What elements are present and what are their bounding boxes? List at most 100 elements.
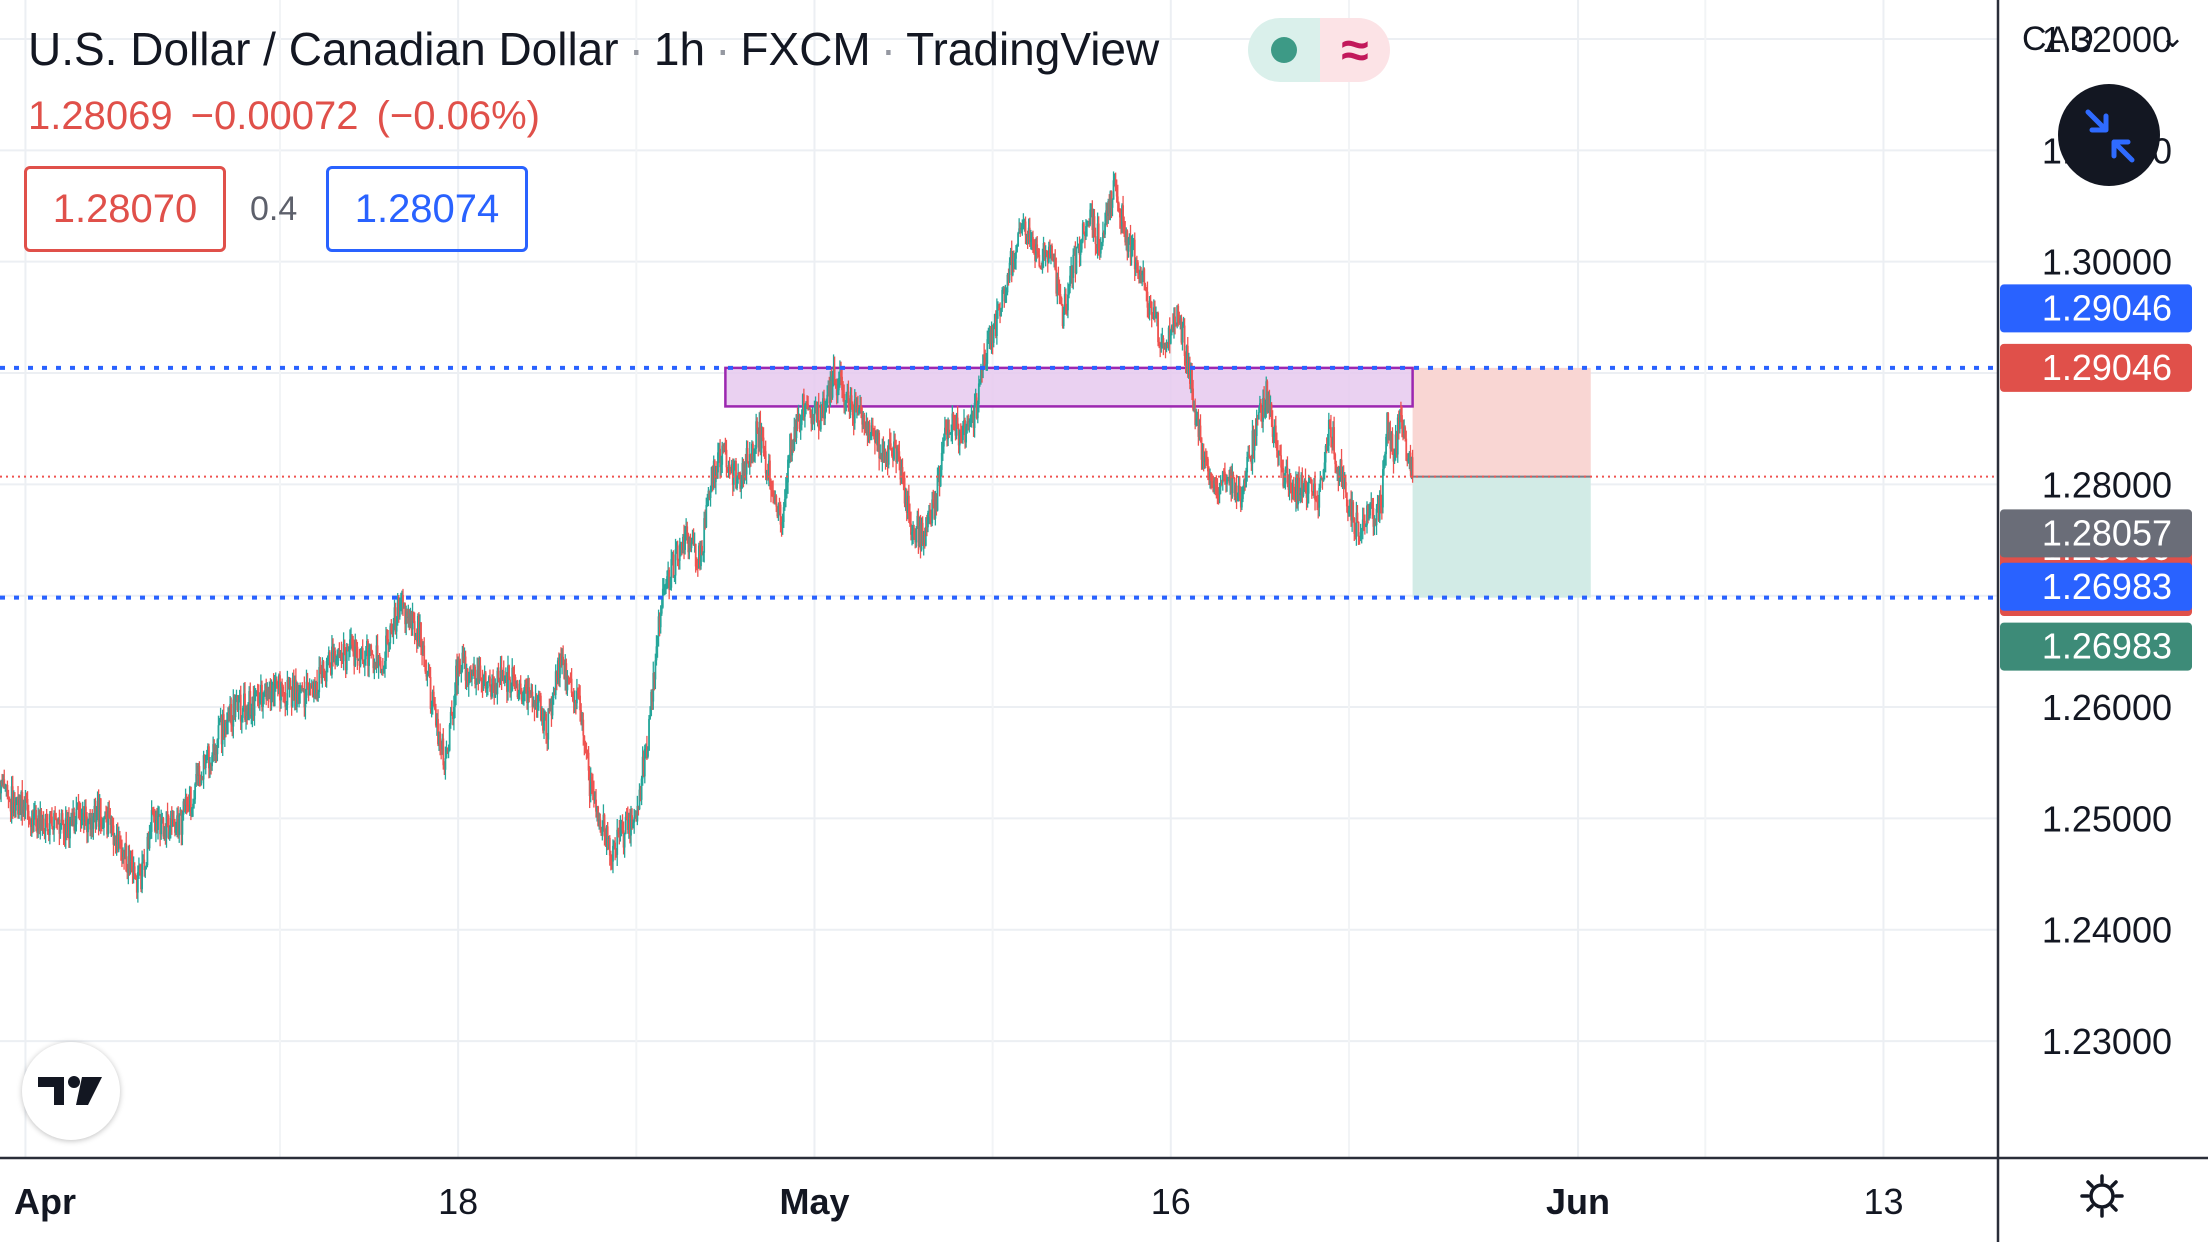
candle-body (261, 684, 263, 708)
candle-body (784, 488, 787, 500)
candle-body (1213, 480, 1216, 492)
candle-body (244, 693, 246, 720)
candle-body (401, 595, 403, 603)
candle-body (1326, 445, 1329, 451)
candle-body (75, 808, 78, 825)
candle-body (122, 852, 124, 857)
candle-body (446, 751, 449, 753)
candle-body (813, 407, 816, 422)
candle-body (1001, 290, 1004, 309)
sell-button[interactable]: 1.28070 (24, 166, 226, 252)
candle-body (638, 789, 641, 810)
candle-body (48, 814, 51, 835)
candle-body (132, 866, 135, 872)
candle-body (1396, 417, 1399, 455)
candle-body (1327, 419, 1330, 446)
candle-body (392, 625, 395, 635)
candle-body (1069, 275, 1071, 287)
candle-body (1156, 313, 1158, 316)
candle-body (668, 569, 671, 590)
candle-body (311, 685, 314, 698)
candle-body (235, 696, 238, 698)
candle-body (1133, 239, 1136, 270)
market-status-badge[interactable] (1248, 18, 1320, 82)
candle-body (939, 469, 942, 486)
candle-body (339, 653, 342, 657)
candle-body (1203, 456, 1206, 463)
candle-body (773, 497, 776, 504)
candle-body (390, 625, 393, 632)
candle-body (114, 835, 117, 844)
symbol-title[interactable]: U.S. Dollar / Canadian Dollar (28, 23, 619, 75)
candle-body (362, 660, 365, 665)
candle-body (241, 708, 244, 718)
candle-body (1202, 450, 1205, 463)
candle-body (669, 587, 672, 590)
candle-body (46, 823, 49, 831)
gear-icon[interactable] (2078, 1172, 2126, 1220)
chevron-down-icon[interactable]: ⌄ (2160, 21, 2186, 54)
candle-body (535, 696, 538, 708)
candle-body (87, 820, 89, 833)
candle-body (646, 746, 648, 757)
interval-label[interactable]: 1h (653, 23, 706, 75)
candle-body (735, 460, 737, 489)
candle-body (1076, 246, 1079, 248)
candle-body (361, 648, 364, 661)
candle-body (1108, 201, 1111, 214)
candle-body (974, 397, 977, 403)
candle-body (482, 680, 485, 689)
candle-body (251, 697, 254, 716)
tradingview-logo-icon[interactable] (22, 1042, 120, 1140)
candle-body (685, 526, 688, 531)
buy-button[interactable]: 1.28074 (326, 166, 528, 252)
candle-body (676, 545, 679, 561)
candle-body (824, 411, 826, 419)
price-quote: 1.28069 −0.00072 (−0.06%) (28, 94, 558, 139)
indicator-badge[interactable]: ≈ (1320, 18, 1390, 82)
candle-body (1084, 233, 1086, 237)
candle-body (881, 444, 884, 461)
candle-body (450, 711, 453, 715)
candle-body (724, 444, 727, 450)
candle-body (1231, 474, 1234, 494)
candle-body (375, 645, 378, 667)
candle-body (775, 495, 778, 507)
candle-body (675, 545, 678, 550)
candle-body (752, 443, 754, 457)
candle-body (1382, 469, 1384, 508)
candle-body (476, 669, 479, 684)
candle-body (878, 432, 881, 459)
candle-body (418, 615, 420, 643)
approx-icon: ≈ (1341, 22, 1369, 78)
candle-body (134, 877, 137, 880)
candle-body (888, 439, 891, 444)
candle-body (1366, 505, 1368, 526)
candle-body (1186, 345, 1189, 374)
candle-body (1091, 208, 1094, 230)
candle-body (588, 770, 591, 797)
candle-body (236, 696, 239, 711)
candle-body (1077, 245, 1080, 247)
candle-body (606, 826, 609, 839)
candle-body (1195, 419, 1198, 426)
candle-body (471, 673, 473, 680)
candle-body (765, 473, 768, 475)
candle-body (519, 683, 522, 691)
compress-arrows-icon[interactable] (2058, 84, 2160, 186)
candle-body (705, 504, 708, 528)
currency-selector[interactable]: CAD (2022, 20, 2094, 58)
candle-body (252, 697, 255, 716)
candle-body (18, 799, 20, 815)
candle-body (66, 816, 69, 832)
candle-body (576, 690, 578, 704)
candle-body (1152, 307, 1155, 319)
candle-body (597, 806, 600, 826)
candle-body (271, 684, 274, 692)
candle-body (1215, 484, 1218, 488)
candle-body (1342, 474, 1345, 488)
candle-body (51, 816, 53, 827)
candle-body (687, 534, 690, 553)
